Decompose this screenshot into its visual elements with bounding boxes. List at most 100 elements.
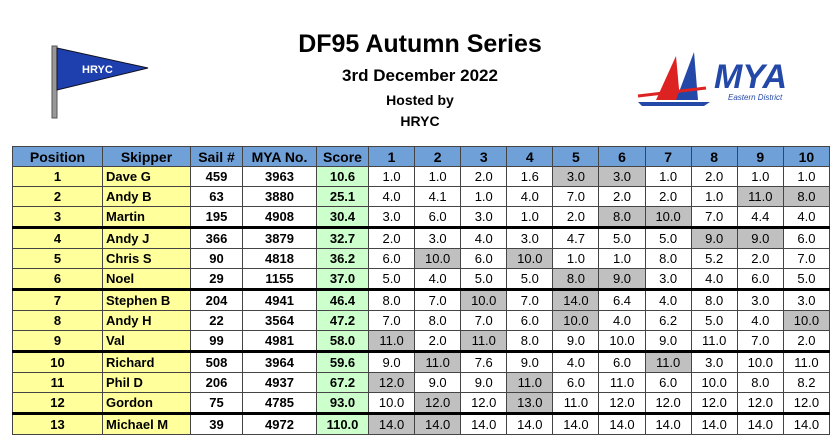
- race-score: 14.0: [782, 412, 831, 435]
- column-header: 7: [644, 146, 692, 167]
- race-score: 7.0: [736, 330, 784, 352]
- score: 93.0: [316, 392, 369, 414]
- race-score: 1.6: [506, 166, 554, 187]
- race-score: 9.0: [506, 350, 554, 373]
- race-score: 14.0: [367, 412, 416, 435]
- header-row: Position Skipper Sail # MYA No. Score 1 2 3 4 5 6 7…: [12, 146, 831, 167]
- position: 3: [12, 206, 103, 228]
- mya-number: 3564: [242, 310, 317, 331]
- result-row: 13 Michael M 39 4972 110.0 14.0 14.0 14.0 14.0 14…: [12, 412, 831, 435]
- race-score: 14.0: [598, 412, 646, 435]
- mya-number: 4972: [242, 412, 317, 435]
- score: 36.2: [316, 248, 369, 269]
- race-score: 11.0: [598, 372, 646, 393]
- mya-logo: MYA Eastern District: [637, 52, 787, 106]
- race-score: 7.0: [690, 206, 738, 228]
- race-score: 4.1: [414, 186, 462, 207]
- race-score: 3.0: [782, 288, 831, 311]
- race-score: 14.0: [690, 412, 738, 435]
- race-score: 10.0: [598, 330, 646, 352]
- race-score: 1.0: [414, 166, 462, 187]
- column-header: Score: [316, 146, 369, 167]
- race-score: 14.0: [552, 412, 600, 435]
- race-score: 3.0: [506, 226, 554, 249]
- result-row: 1 Dave G 459 3963 10.6 1.0 1.0 2.0 1.6 3.0 3.0 1.0 2…: [12, 166, 831, 187]
- column-header: 3: [460, 146, 508, 167]
- race-score: 9.0: [552, 330, 600, 352]
- position: 7: [12, 288, 103, 311]
- race-score: 10.0: [736, 350, 784, 373]
- score: 30.4: [316, 206, 369, 228]
- mya-number: 4941: [242, 288, 317, 311]
- score: 46.4: [316, 288, 369, 311]
- race-score: 6.4: [598, 288, 646, 311]
- sail-number: 508: [190, 350, 243, 373]
- race-score: 2.0: [644, 186, 692, 207]
- race-score: 3.0: [414, 226, 462, 249]
- skipper: Phil D: [102, 372, 191, 393]
- race-score: 9.0: [644, 330, 692, 352]
- mya-number: 3964: [242, 350, 317, 373]
- race-score: 1.0: [644, 166, 692, 187]
- race-score: 14.0: [414, 412, 462, 435]
- mya-number: 1155: [242, 268, 317, 290]
- race-score: 4.0: [414, 268, 462, 290]
- race-score: 10.0: [782, 310, 831, 331]
- race-score: 5.0: [598, 226, 646, 249]
- race-score: 1.0: [690, 186, 738, 207]
- race-score: 6.0: [367, 248, 416, 269]
- race-score: 5.0: [506, 268, 554, 290]
- sail-number: 22: [190, 310, 243, 331]
- hryc-logo: HRYC: [51, 45, 149, 119]
- race-score: 7.0: [460, 310, 508, 331]
- race-score: 7.0: [782, 248, 831, 269]
- mya-number: 3880: [242, 186, 317, 207]
- result-row: 2 Andy B 63 3880 25.1 4.0 4.1 1.0 4.0 7.0 2.0 2.0 1.…: [12, 186, 831, 207]
- sail-number: 206: [190, 372, 243, 393]
- race-score: 8.0: [644, 248, 692, 269]
- race-score: 10.0: [690, 372, 738, 393]
- logo-subtext: Eastern District: [728, 93, 783, 102]
- race-score: 3.0: [644, 268, 692, 290]
- column-header: MYA No.: [242, 146, 317, 167]
- race-score: 11.0: [782, 350, 831, 373]
- host: HRYC: [400, 113, 440, 129]
- race-score: 12.0: [736, 392, 784, 414]
- skipper: Noel: [102, 268, 191, 290]
- race-score: 4.0: [506, 186, 554, 207]
- skipper: Val: [102, 330, 191, 352]
- race-score: 14.0: [736, 412, 784, 435]
- race-score: 4.0: [690, 268, 738, 290]
- skipper: Gordon: [102, 392, 191, 414]
- results-table: Position Skipper Sail # MYA No. Score 1 2 3 4 5 6 7…: [12, 146, 831, 435]
- sail-number: 204: [190, 288, 243, 311]
- race-score: 5.0: [367, 268, 416, 290]
- result-row: 8 Andy H 22 3564 47.2 7.0 8.0 7.0 6.0 10.0 4.0 6.2 5…: [12, 310, 831, 331]
- race-score: 6.0: [782, 226, 831, 249]
- race-score: 2.0: [690, 166, 738, 187]
- race-score: 6.2: [644, 310, 692, 331]
- position: 1: [12, 166, 103, 187]
- race-score: 11.0: [506, 372, 554, 393]
- race-score: 9.0: [690, 226, 738, 249]
- position: 10: [12, 350, 103, 373]
- result-row: 7 Stephen B 204 4941 46.4 8.0 7.0 10.0 7.0 14.0 6.…: [12, 288, 831, 311]
- score: 58.0: [316, 330, 369, 352]
- score: 10.6: [316, 166, 369, 187]
- race-score: 14.0: [460, 412, 508, 435]
- position: 5: [12, 248, 103, 269]
- position: 8: [12, 310, 103, 331]
- race-score: 10.0: [414, 248, 462, 269]
- race-score: 12.0: [690, 392, 738, 414]
- race-score: 14.0: [552, 288, 600, 311]
- sail-number: 29: [190, 268, 243, 290]
- sail-number: 459: [190, 166, 243, 187]
- race-score: 1.0: [460, 186, 508, 207]
- race-score: 10.0: [460, 288, 508, 311]
- race-score: 3.0: [460, 206, 508, 228]
- race-score: 5.0: [690, 310, 738, 331]
- race-score: 6.0: [644, 372, 692, 393]
- sail-number: 39: [190, 412, 243, 435]
- mya-number: 4785: [242, 392, 317, 414]
